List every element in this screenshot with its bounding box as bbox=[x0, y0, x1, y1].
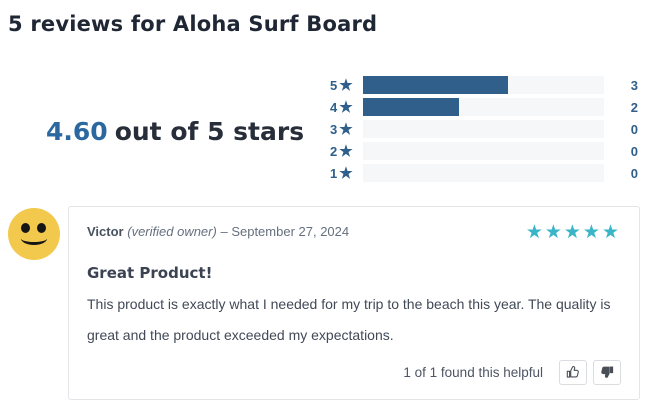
thumbs-down-icon bbox=[600, 365, 614, 379]
review-card-footer: 1 of 1 found this helpful bbox=[87, 359, 621, 385]
review-card: Victor (verified owner) – September 27, … bbox=[68, 206, 640, 400]
avatar-eye-icon bbox=[37, 223, 46, 233]
histogram-track bbox=[363, 98, 604, 116]
rating-summary-section: 4.60 out of 5 stars 5 ★ 3 4 ★ 2 3 ★ 0 2 ★ 0 1 ★ 0 bbox=[8, 76, 640, 186]
average-rating: 4.60 out of 5 stars bbox=[8, 76, 330, 186]
review-star-rating: ★★★★★ bbox=[525, 222, 621, 243]
meta-separator: – bbox=[220, 224, 228, 239]
histogram-count: 2 bbox=[630, 99, 638, 115]
histogram-row[interactable]: 1 ★ 0 bbox=[330, 164, 638, 182]
helpful-count-text: 1 of 1 found this helpful bbox=[403, 364, 543, 380]
verified-owner-label: (verified owner) bbox=[127, 224, 217, 239]
histogram-row[interactable]: 4 ★ 2 bbox=[330, 98, 638, 116]
histogram-track bbox=[363, 142, 604, 160]
page-title: 5 reviews for Aloha Surf Board bbox=[8, 12, 378, 36]
star-level: 4 bbox=[330, 99, 338, 115]
average-rating-score: 4.60 bbox=[46, 116, 108, 146]
thumbs-up-icon bbox=[566, 365, 580, 379]
review-title: Great Product! bbox=[87, 264, 213, 282]
review-author: Victor bbox=[87, 224, 124, 239]
histogram-row-label: 5 ★ bbox=[330, 78, 363, 93]
rating-histogram: 5 ★ 3 4 ★ 2 3 ★ 0 2 ★ 0 1 ★ 0 bbox=[330, 76, 640, 186]
histogram-row[interactable]: 3 ★ 0 bbox=[330, 120, 638, 138]
average-rating-label: out of 5 stars bbox=[114, 116, 305, 146]
histogram-bar bbox=[363, 76, 508, 94]
histogram-row-label: 4 ★ bbox=[330, 100, 363, 115]
histogram-row-label: 2 ★ bbox=[330, 144, 363, 159]
review-date: September 27, 2024 bbox=[231, 224, 350, 239]
review-body: This product is exactly what I needed fo… bbox=[87, 296, 611, 343]
star-level: 1 bbox=[330, 165, 338, 181]
histogram-track bbox=[363, 76, 604, 94]
star-icon: ★ bbox=[339, 98, 353, 116]
star-level: 3 bbox=[330, 121, 338, 137]
thumbs-up-button[interactable] bbox=[559, 359, 587, 385]
histogram-track bbox=[363, 164, 604, 182]
star-icon: ★ bbox=[339, 76, 353, 94]
histogram-count: 0 bbox=[630, 143, 638, 159]
histogram-track bbox=[363, 120, 604, 138]
histogram-count: 0 bbox=[630, 121, 638, 137]
histogram-row[interactable]: 5 ★ 3 bbox=[330, 76, 638, 94]
star-icon: ★ bbox=[339, 164, 353, 182]
review-meta: Victor (verified owner) – September 27, … bbox=[87, 224, 349, 239]
histogram-row-label: 3 ★ bbox=[330, 122, 363, 137]
histogram-count: 3 bbox=[630, 77, 638, 93]
avatar bbox=[8, 208, 60, 260]
histogram-bar bbox=[363, 98, 460, 116]
histogram-row[interactable]: 2 ★ 0 bbox=[330, 142, 638, 160]
thumbs-down-button[interactable] bbox=[593, 359, 621, 385]
star-icon: ★ bbox=[339, 142, 353, 160]
star-icon: ★ bbox=[339, 120, 353, 138]
review-section: Victor (verified owner) – September 27, … bbox=[8, 206, 640, 400]
avatar-column bbox=[8, 206, 68, 400]
histogram-count: 0 bbox=[630, 165, 638, 181]
histogram-row-label: 1 ★ bbox=[330, 166, 363, 181]
avatar-smile-icon bbox=[21, 232, 47, 245]
avatar-eye-icon bbox=[21, 223, 30, 233]
star-level: 5 bbox=[330, 77, 338, 93]
review-card-header: Victor (verified owner) – September 27, … bbox=[87, 222, 621, 243]
star-level: 2 bbox=[330, 143, 338, 159]
